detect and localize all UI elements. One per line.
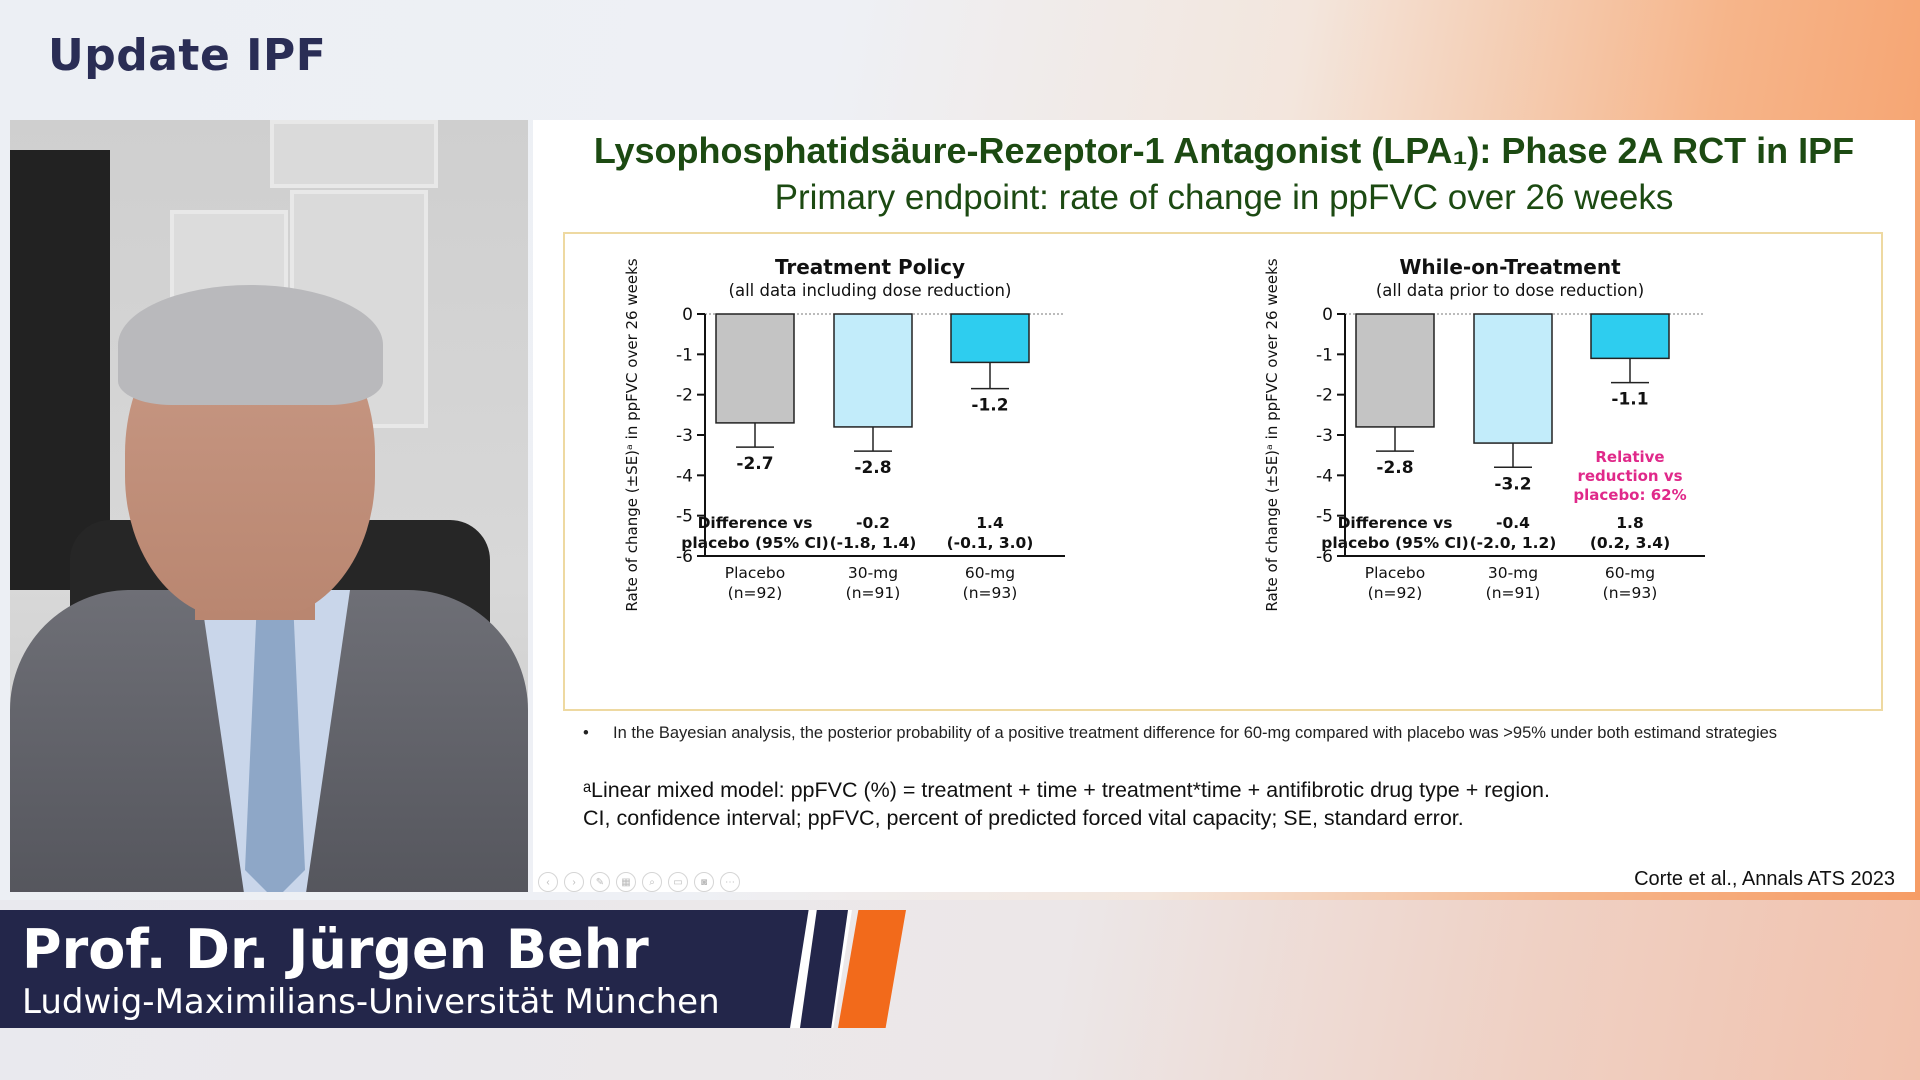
- data-label: -3.2: [1494, 474, 1531, 494]
- y-tick-label: -5: [1316, 507, 1333, 527]
- y-tick-label: -2: [1316, 386, 1333, 406]
- presentation-slide: Lysophosphatidsäure-Rezeptor-1 Antagonis…: [533, 120, 1915, 892]
- slide-controls: ‹ › ✎ ▦ ⌕ ▭ ◙ ⋯: [538, 872, 740, 892]
- y-tick-label: -3: [1316, 426, 1333, 446]
- data-label: -2.8: [854, 458, 891, 478]
- bullet-icon: •: [583, 724, 589, 742]
- program-title: Update IPF: [48, 30, 327, 81]
- category-n-label: (n=93): [1603, 584, 1658, 602]
- bar: [950, 313, 1030, 364]
- diff-header: Difference vs: [1338, 514, 1453, 532]
- charts-svg: Treatment Policy (all data including dose…: [623, 255, 1705, 612]
- prev-slide-icon[interactable]: ‹: [538, 872, 558, 892]
- y-tick-label: -4: [1316, 466, 1333, 486]
- speaker-affiliation: Ludwig-Maximilians-Universität München: [22, 982, 720, 1022]
- annotation-text: reduction vs: [1577, 467, 1682, 485]
- footnote-abbreviations: CI, confidence interval; ppFVC, percent …: [583, 806, 1464, 830]
- slide-title: Lysophosphatidsäure-Rezeptor-1 Antagonis…: [593, 130, 1855, 171]
- lower-third-bar: [0, 910, 815, 1028]
- diff-header: placebo (95% CI): [1321, 534, 1469, 552]
- y-tick-label: -6: [676, 547, 693, 567]
- annotation-text: Relative: [1595, 448, 1664, 466]
- diff-ci: (-2.0, 1.2): [1470, 534, 1557, 552]
- y-tick-label: -1: [676, 345, 693, 365]
- bar: [833, 313, 913, 428]
- diff-value: 1.4: [976, 514, 1004, 532]
- diff-ci: (0.2, 3.4): [1590, 534, 1670, 552]
- category-n-label: (n=92): [728, 584, 783, 602]
- more-options-icon[interactable]: ⋯: [720, 872, 740, 892]
- subtitles-icon[interactable]: ▭: [668, 872, 688, 892]
- category-label: 30-mg: [848, 564, 898, 582]
- speaker-hair: [118, 285, 383, 405]
- diff-ci: (-0.1, 3.0): [947, 534, 1034, 552]
- footnote-model: ᵃLinear mixed model: ppFVC (%) = treatme…: [583, 778, 1550, 802]
- chart-panel: Treatment Policy (all data including dose…: [563, 232, 1883, 711]
- y-tick-label: 0: [682, 305, 693, 325]
- chart-subtitle: (all data including dose reduction): [729, 281, 1012, 300]
- bullet-text: In the Bayesian analysis, the posterior …: [613, 724, 1778, 742]
- category-n-label: (n=91): [846, 584, 901, 602]
- bar: [1590, 313, 1670, 360]
- annotation-text: placebo: 62%: [1573, 486, 1686, 504]
- y-tick-label: -6: [1316, 547, 1333, 567]
- data-label: -1.1: [1611, 390, 1648, 410]
- speaker-name: Prof. Dr. Jürgen Behr: [22, 918, 649, 981]
- diff-value: -0.2: [856, 514, 890, 532]
- speaker-tie: [245, 600, 305, 892]
- diff-header: Difference vs: [698, 514, 813, 532]
- diff-value: -0.4: [1496, 514, 1530, 532]
- category-label: Placebo: [1365, 564, 1426, 582]
- diff-value: 1.8: [1616, 514, 1643, 532]
- bar: [1355, 313, 1435, 428]
- category-n-label: (n=93): [963, 584, 1018, 602]
- diff-header: placebo (95% CI): [681, 534, 829, 552]
- zoom-icon[interactable]: ⌕: [642, 872, 662, 892]
- next-slide-icon[interactable]: ›: [564, 872, 584, 892]
- chart-title: While-on-Treatment: [1399, 255, 1621, 279]
- bullet-note: • In the Bayesian analysis, the posterior…: [583, 724, 1777, 743]
- chart-title: Treatment Policy: [775, 255, 965, 279]
- data-label: -1.2: [971, 396, 1008, 416]
- category-label: 60-mg: [1605, 564, 1655, 582]
- y-tick-label: -1: [1316, 345, 1333, 365]
- speaker-video: [10, 120, 528, 892]
- slides-grid-icon[interactable]: ▦: [616, 872, 636, 892]
- category-label: 60-mg: [965, 564, 1015, 582]
- bar: [1473, 313, 1553, 444]
- pen-icon[interactable]: ✎: [590, 872, 610, 892]
- camera-icon[interactable]: ◙: [694, 872, 714, 892]
- data-label: -2.8: [1376, 458, 1413, 478]
- y-tick-label: -5: [676, 507, 693, 527]
- y-tick-label: 0: [1322, 305, 1333, 325]
- wall-frame: [270, 120, 438, 188]
- y-tick-label: -2: [676, 386, 693, 406]
- y-axis-label: Rate of change (±SE)ᵃ in ppFVC over 26 w…: [623, 258, 641, 611]
- y-axis-label: Rate of change (±SE)ᵃ in ppFVC over 26 w…: [1263, 258, 1281, 611]
- slide-subtitle: Primary endpoint: rate of change in ppFV…: [774, 178, 1674, 217]
- diff-ci: (-1.8, 1.4): [830, 534, 917, 552]
- data-label: -2.7: [736, 454, 773, 474]
- bar: [715, 313, 795, 424]
- citation: Corte et al., Annals ATS 2023: [1634, 868, 1895, 890]
- y-tick-label: -4: [676, 466, 693, 486]
- background-object: [10, 150, 110, 590]
- chart-subtitle: (all data prior to dose reduction): [1376, 281, 1644, 300]
- category-label: 30-mg: [1488, 564, 1538, 582]
- category-label: Placebo: [725, 564, 786, 582]
- category-n-label: (n=91): [1486, 584, 1541, 602]
- y-tick-label: -3: [676, 426, 693, 446]
- category-n-label: (n=92): [1368, 584, 1423, 602]
